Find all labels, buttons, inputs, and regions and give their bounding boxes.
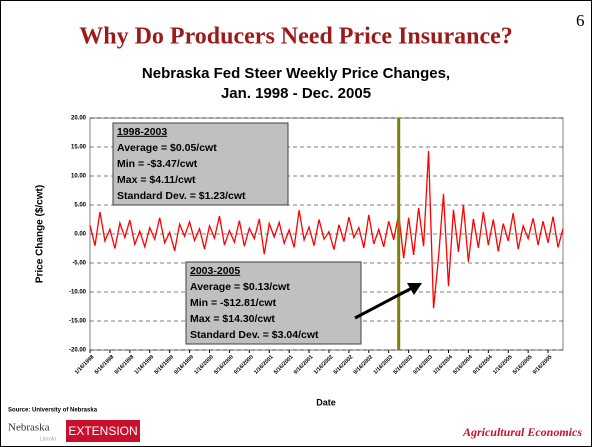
annotation-line: Standard Dev. = $3.04/cwt — [190, 329, 319, 341]
annotation-box — [185, 261, 362, 345]
annotation-box — [112, 122, 289, 206]
series-line — [89, 151, 564, 309]
annotation-heading: 2003-2005 — [190, 265, 240, 277]
y-tick-label: 20.00 — [71, 116, 87, 122]
annotation-heading: 1998-2003 — [117, 126, 167, 138]
annotation-line: Average = $0.05/cwt — [117, 142, 217, 154]
logo-left-box — [4, 418, 64, 442]
y-tick-label: 15.00 — [71, 145, 87, 151]
logo-sub: Lincoln — [40, 436, 56, 442]
annotation-line: Standard Dev. = $1.23/cwt — [117, 190, 246, 202]
source: Source: University of Nebraska — [8, 408, 98, 414]
brand: Agricultural Economics — [462, 425, 582, 439]
y-tick-label: 5.00 — [74, 203, 86, 209]
chart-subtitle: Nebraska Fed Steer Weekly Price Changes, — [142, 65, 450, 82]
x-axis-label: Date — [316, 397, 336, 407]
y-axis-label: Price Change ($/cwt) — [35, 185, 46, 283]
logo-left: Nebraska — [8, 422, 50, 434]
annotation-line: Max = $14.30/cwt — [190, 313, 275, 325]
slide-title: Why Do Producers Need Price Insurance? — [79, 24, 513, 50]
logo-right-box — [66, 420, 140, 442]
y-tick-label: 10.00 — [71, 174, 87, 180]
chart-subtitle: Jan. 1998 - Dec. 2005 — [221, 85, 371, 102]
logo-right: EXTENSION — [68, 424, 137, 438]
y-tick-label: -15.00 — [69, 319, 87, 325]
annotation-line: Max = $4.11/cwt — [117, 174, 196, 186]
page-number: 6 — [576, 11, 585, 30]
annotation-line: Average = $0.13/cwt — [190, 281, 290, 293]
annotation-line: Min = -$12.81/cwt — [190, 297, 277, 309]
y-tick-label: -20.00 — [69, 348, 87, 354]
arrow-head — [407, 283, 422, 295]
y-tick-label: 0.00 — [74, 232, 86, 238]
y-tick-label: -10.00 — [69, 290, 87, 296]
y-tick-label: -5.00 — [72, 261, 86, 267]
annotation-arrow — [354, 286, 413, 320]
annotation-line: Min = -$3.47/cwt — [117, 158, 198, 170]
